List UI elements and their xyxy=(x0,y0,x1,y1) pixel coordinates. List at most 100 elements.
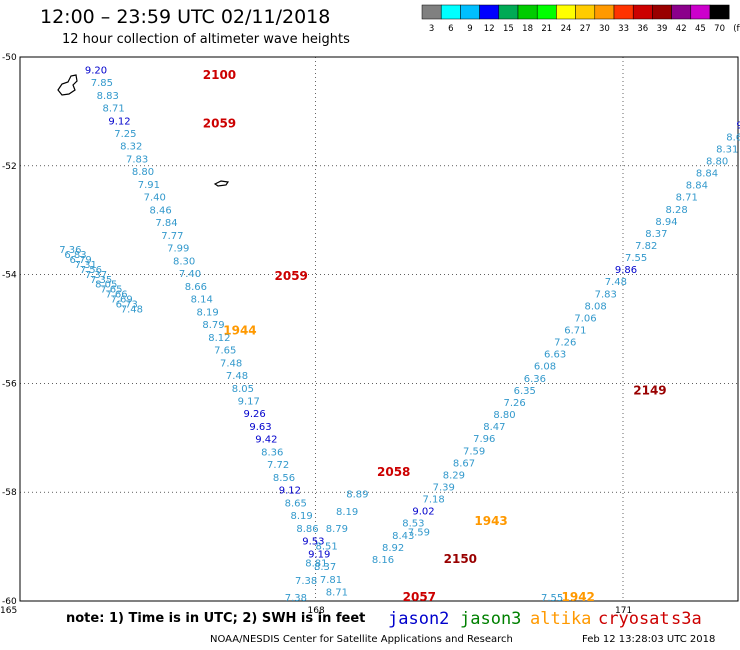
swh-value: 8.32 xyxy=(120,142,142,153)
map-title: 12:00 – 23:59 UTC 02/11/2018 xyxy=(40,6,331,28)
lat-tick-label: -50 xyxy=(2,53,17,63)
swh-value: 7.85 xyxy=(91,78,113,89)
swh-value: 7.35 xyxy=(90,275,112,286)
swh-value: 6.08 xyxy=(534,362,556,373)
swh-value: 7.48 xyxy=(226,371,248,382)
swh-value: 8.46 xyxy=(150,205,172,216)
swh-value: 8.19 xyxy=(197,307,219,318)
swh-value: 8.80 xyxy=(706,156,728,167)
swh-value: 8.84 xyxy=(696,169,718,180)
swh-value: 8.08 xyxy=(585,301,607,312)
swh-value: 8.79 xyxy=(202,320,224,331)
pass-time-label: 1944 xyxy=(223,323,256,337)
swh-value: 8.37 xyxy=(645,229,667,240)
swh-value: 9.20 xyxy=(85,65,107,76)
lat-tick-label: -56 xyxy=(2,379,17,389)
pass-time-label: 2059 xyxy=(203,117,236,131)
swh-value: 8.80 xyxy=(493,410,515,421)
colorbar-tick-label: 27 xyxy=(580,24,591,34)
swh-value: 8.43 xyxy=(392,531,414,542)
swh-value: 8.16 xyxy=(372,555,394,566)
colorbar-swatch xyxy=(613,4,634,20)
colorbar-swatch xyxy=(671,4,692,20)
colorbar-tick-label: 21 xyxy=(541,24,552,34)
swh-value: 7.06 xyxy=(574,313,596,324)
swh-value: 7.99 xyxy=(167,244,189,255)
swh-value: 8.86 xyxy=(296,524,318,535)
credit-line: NOAA/NESDIS Center for Satellite Applica… xyxy=(210,634,513,645)
swh-value: 8.31 xyxy=(716,144,738,155)
lon-tick-label: 165 xyxy=(0,606,17,616)
swh-value: 7.59 xyxy=(463,446,485,457)
swh-value: 7.65 xyxy=(214,346,236,357)
colorbar-tick-label: 45 xyxy=(695,24,706,34)
swh-value: 8.89 xyxy=(346,490,368,501)
swh-value: 8.80 xyxy=(132,167,154,178)
legend-altika: altika xyxy=(530,609,592,629)
colorbar-swatch xyxy=(556,4,576,20)
swh-value: 7.26 xyxy=(504,398,526,409)
swh-value: 8.14 xyxy=(191,295,213,306)
legend-cryosat: cryosat xyxy=(598,609,670,629)
swh-value: 7.18 xyxy=(423,495,445,506)
colorbar-swatch xyxy=(421,4,442,20)
swh-value: 7.59 xyxy=(408,528,430,539)
lat-tick-label: -52 xyxy=(2,162,17,172)
legend-jason2: jason2 xyxy=(388,609,450,629)
swh-value: 7.66 xyxy=(105,290,127,301)
colorbar-swatch xyxy=(709,4,730,20)
swh-value: 7.48 xyxy=(220,358,242,369)
swh-value: 7.38 xyxy=(295,576,317,587)
island-shape xyxy=(213,180,230,187)
swh-value: 8.67 xyxy=(453,458,475,469)
colorbar-tick-label: 70 xyxy=(714,24,725,34)
colorbar-swatch xyxy=(498,4,519,20)
colorbar-tick-label: 30 xyxy=(599,24,610,34)
swh-value: 7.83 xyxy=(595,289,617,300)
swh-value: 8.83 xyxy=(97,91,119,102)
swh-value: 7.82 xyxy=(635,241,657,252)
colorbar-tick-label: 3 xyxy=(429,24,434,34)
swh-value: 7.84 xyxy=(155,218,177,229)
swh-value: 7.55 xyxy=(541,593,563,604)
swh-value: 6.79 xyxy=(70,255,92,266)
pass-time-label: 2149 xyxy=(633,383,666,397)
swh-value: 9.81 xyxy=(736,120,740,131)
swh-value: 9.12 xyxy=(108,116,130,127)
swh-value: 8.71 xyxy=(676,193,698,204)
swh-value: 8.81 xyxy=(305,559,327,570)
colorbar-swatch xyxy=(632,4,653,20)
colorbar-swatch xyxy=(594,4,615,20)
generated-timestamp: Feb 12 13:28:03 UTC 2018 xyxy=(582,634,716,645)
swh-value: 8.29 xyxy=(443,470,465,481)
swh-value: 9.17 xyxy=(238,396,260,407)
pass-time-label: 1943 xyxy=(474,514,507,528)
swh-value: 6.35 xyxy=(514,386,536,397)
swh-value: 9.53 xyxy=(302,537,324,548)
pass-time-label: 2057 xyxy=(403,590,436,604)
lon-tick-label: 171 xyxy=(615,606,632,616)
swh-value: 7.26 xyxy=(554,338,576,349)
pass-time-label: 2059 xyxy=(275,269,308,283)
legend-s3a: s3a xyxy=(671,609,702,629)
swh-value: 8.66 xyxy=(185,282,207,293)
swh-value: 7.37 xyxy=(85,270,107,281)
colorbar-swatch xyxy=(575,4,596,20)
swh-value: 8.19 xyxy=(336,507,358,518)
swh-value: 7.31 xyxy=(75,260,97,271)
swh-value: 7.91 xyxy=(138,180,160,191)
swh-value: 7.83 xyxy=(126,154,148,165)
plot-frame xyxy=(19,56,739,602)
swh-value: 7.69 xyxy=(111,295,133,306)
swh-value: 8.84 xyxy=(686,181,708,192)
swh-value: 7.48 xyxy=(121,305,143,316)
swh-value: 8.37 xyxy=(314,562,336,573)
swh-value: 8.05 xyxy=(232,384,254,395)
colorbar-unit: (ft) xyxy=(733,24,740,34)
swh-value: 9.26 xyxy=(244,409,266,420)
swh-value: 7.40 xyxy=(179,269,201,280)
swh-value: 6.83 xyxy=(64,250,86,261)
swh-value: 7.96 xyxy=(473,434,495,445)
swh-value: 6.73 xyxy=(116,300,138,311)
